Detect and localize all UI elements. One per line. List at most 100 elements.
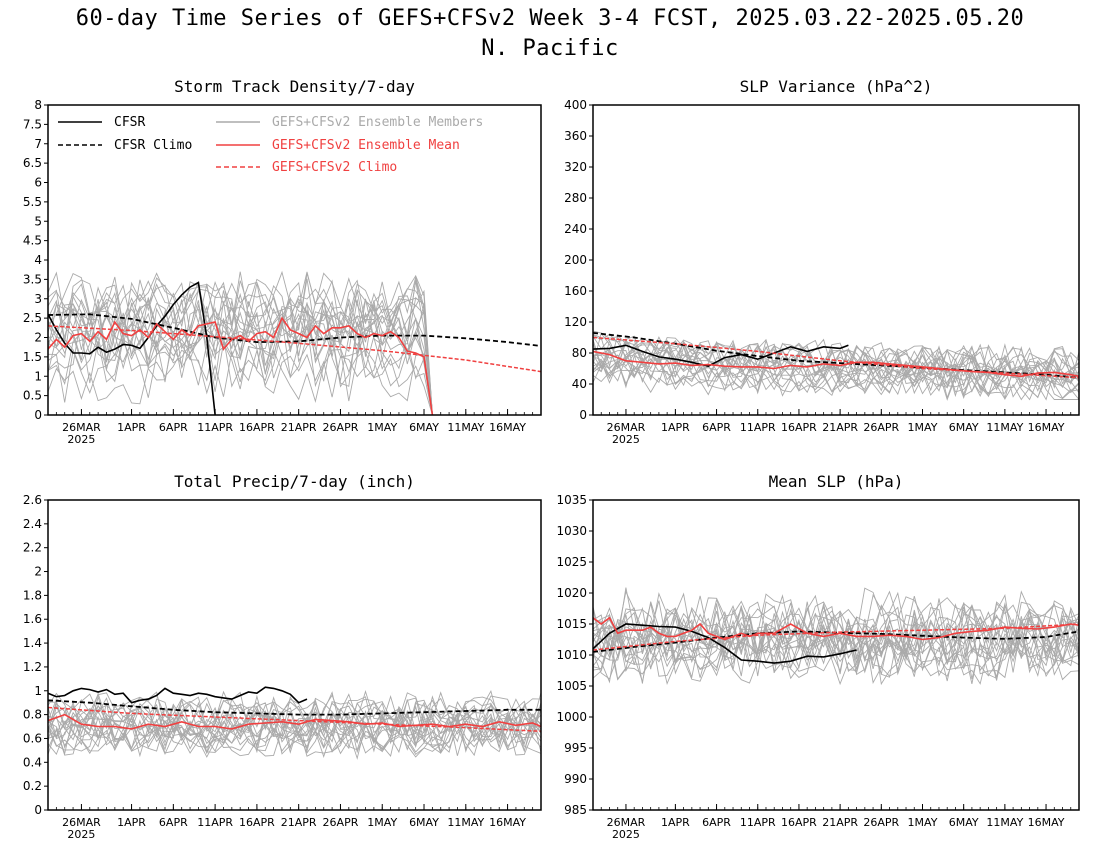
x-tick-label: 26MAR: [62, 421, 101, 434]
ensemble-member-line: [48, 698, 541, 739]
x-tick-label: 11APR: [740, 816, 776, 829]
x-tick-label: 11MAY: [447, 421, 484, 434]
x-tick-label: 1MAY: [908, 816, 938, 829]
y-tick-label: 0.6: [23, 731, 42, 745]
x-tick-label: 11APR: [197, 816, 233, 829]
x-tick-label: 11APR: [197, 421, 233, 434]
y-tick-label: 1: [34, 684, 42, 698]
x-tick-label: 21APR: [281, 421, 317, 434]
y-tick-label: 1025: [556, 555, 587, 569]
plot-frame: [47, 104, 542, 416]
y-tick-label: 1005: [556, 679, 587, 693]
ensemble-member-line: [593, 356, 1079, 400]
y-tick-label: 7.5: [23, 117, 42, 131]
ensemble-member-line: [48, 323, 433, 415]
y-tick-label: 400: [564, 98, 587, 112]
y-tick-label: 2.2: [23, 541, 42, 555]
ensemble-member-line: [593, 349, 1079, 388]
panel-slpvar: SLP Variance (hPa^2) 0 40 80 120 160 200 240 280…: [564, 77, 1080, 446]
x-tick-label: 6MAY: [409, 421, 439, 434]
ensemble-member-line: [48, 271, 433, 415]
ensemble-member-line: [593, 628, 1079, 686]
y-tick-label: 2: [34, 565, 42, 579]
x-tick-label: 1APR: [661, 816, 690, 829]
series-gefs-cfsv2-ensemble-mean: [48, 713, 541, 730]
plot-area: [593, 330, 1079, 401]
legend-label: GEFS+CFSv2 Ensemble Mean: [272, 138, 460, 153]
y-tick-label: 280: [564, 191, 587, 205]
x-tick-label: 1MAY: [367, 421, 397, 434]
ensemble-member-line: [48, 714, 541, 757]
x-tick-label: 6APR: [159, 816, 188, 829]
x-tick-label: 1MAY: [367, 816, 397, 829]
legend-label: CFSR Climo: [114, 138, 192, 153]
x-tick-label: 6APR: [702, 421, 731, 434]
y-tick-label: 1: [34, 369, 42, 383]
x-year-label: 2025: [67, 828, 95, 841]
ensemble-member-line: [48, 299, 433, 415]
ensemble-member-line: [593, 601, 1079, 657]
panel-storm: Storm Track Density/7-day 0 0.5 1 1.5 2 2.5 3 3.…: [23, 77, 542, 446]
y-tick-label: 5.5: [23, 195, 42, 209]
series-gefs-cfsv2-climo: [593, 336, 1079, 379]
panel-title: SLP Variance (hPa^2): [740, 77, 933, 96]
title-line-2: N. Pacific: [481, 36, 619, 61]
y-tick-label: 1.6: [23, 612, 42, 626]
ensemble-member-line: [48, 270, 433, 415]
x-tick-label: 16MAY: [1028, 421, 1065, 434]
y-tick-label: 1020: [556, 586, 587, 600]
x-tick-label: 6MAY: [949, 816, 979, 829]
ensemble-member-line: [593, 348, 1079, 392]
x-tick-label: 6APR: [159, 421, 188, 434]
y-tick-label: 0.5: [23, 389, 42, 403]
panel-title: Storm Track Density/7-day: [174, 77, 415, 96]
x-tick-label: 26APR: [863, 816, 899, 829]
y-tick-label: 0: [579, 408, 587, 422]
x-tick-label: 26APR: [323, 421, 359, 434]
y-tick-label: 1.4: [23, 636, 42, 650]
legend-label: CFSR: [114, 115, 145, 130]
ensemble-member-line: [593, 341, 1079, 388]
y-tick-label: 1.2: [23, 660, 42, 674]
y-tick-label: 7: [34, 137, 42, 151]
plot-frame: [592, 104, 1080, 416]
y-tick-label: 80: [572, 346, 587, 360]
ensemble-member-line: [48, 703, 541, 743]
y-tick-label: 1000: [556, 710, 587, 724]
x-tick-label: 1MAY: [908, 421, 938, 434]
y-tick-label: 0.4: [23, 755, 42, 769]
x-tick-label: 16APR: [781, 816, 817, 829]
x-year-label: 2025: [67, 433, 95, 446]
ensemble-member-line: [593, 339, 1079, 380]
ensemble-member-line: [593, 338, 1079, 385]
x-tick-label: 26APR: [863, 421, 899, 434]
y-tick-label: 1015: [556, 617, 587, 631]
series-cfsr: [593, 623, 857, 664]
x-tick-label: 11APR: [740, 421, 776, 434]
y-tick-label: 6: [34, 176, 42, 190]
x-tick-label: 16APR: [781, 421, 817, 434]
x-tick-label: 6APR: [702, 816, 731, 829]
ensemble-member-line: [48, 340, 433, 415]
y-tick-label: 995: [564, 741, 587, 755]
y-tick-label: 2.4: [23, 517, 42, 531]
series-gefs-cfsv2-ensemble-mean: [48, 316, 434, 415]
ensemble-member-line: [48, 716, 541, 758]
x-tick-label: 16MAY: [1028, 816, 1065, 829]
ensemble-member-line: [48, 300, 433, 415]
y-tick-label: 240: [564, 222, 587, 236]
y-tick-label: 1010: [556, 648, 587, 662]
x-tick-label: 21APR: [822, 816, 858, 829]
title-line-1: 60-day Time Series of GEFS+CFSv2 Week 3-…: [75, 6, 1025, 31]
x-tick-label: 21APR: [281, 816, 317, 829]
y-tick-label: 1.8: [23, 588, 42, 602]
series-gefs-cfsv2-ensemble-mean: [593, 350, 1079, 378]
y-tick-label: 2.5: [23, 311, 42, 325]
x-year-label: 2025: [612, 828, 640, 841]
y-tick-label: 160: [564, 284, 587, 298]
page-title: 60-day Time Series of GEFS+CFSv2 Week 3-…: [0, 4, 1100, 64]
plot-area: [48, 270, 541, 415]
x-tick-label: 26APR: [323, 816, 359, 829]
y-tick-label: 0: [34, 408, 42, 422]
ensemble-member-line: [593, 357, 1079, 401]
